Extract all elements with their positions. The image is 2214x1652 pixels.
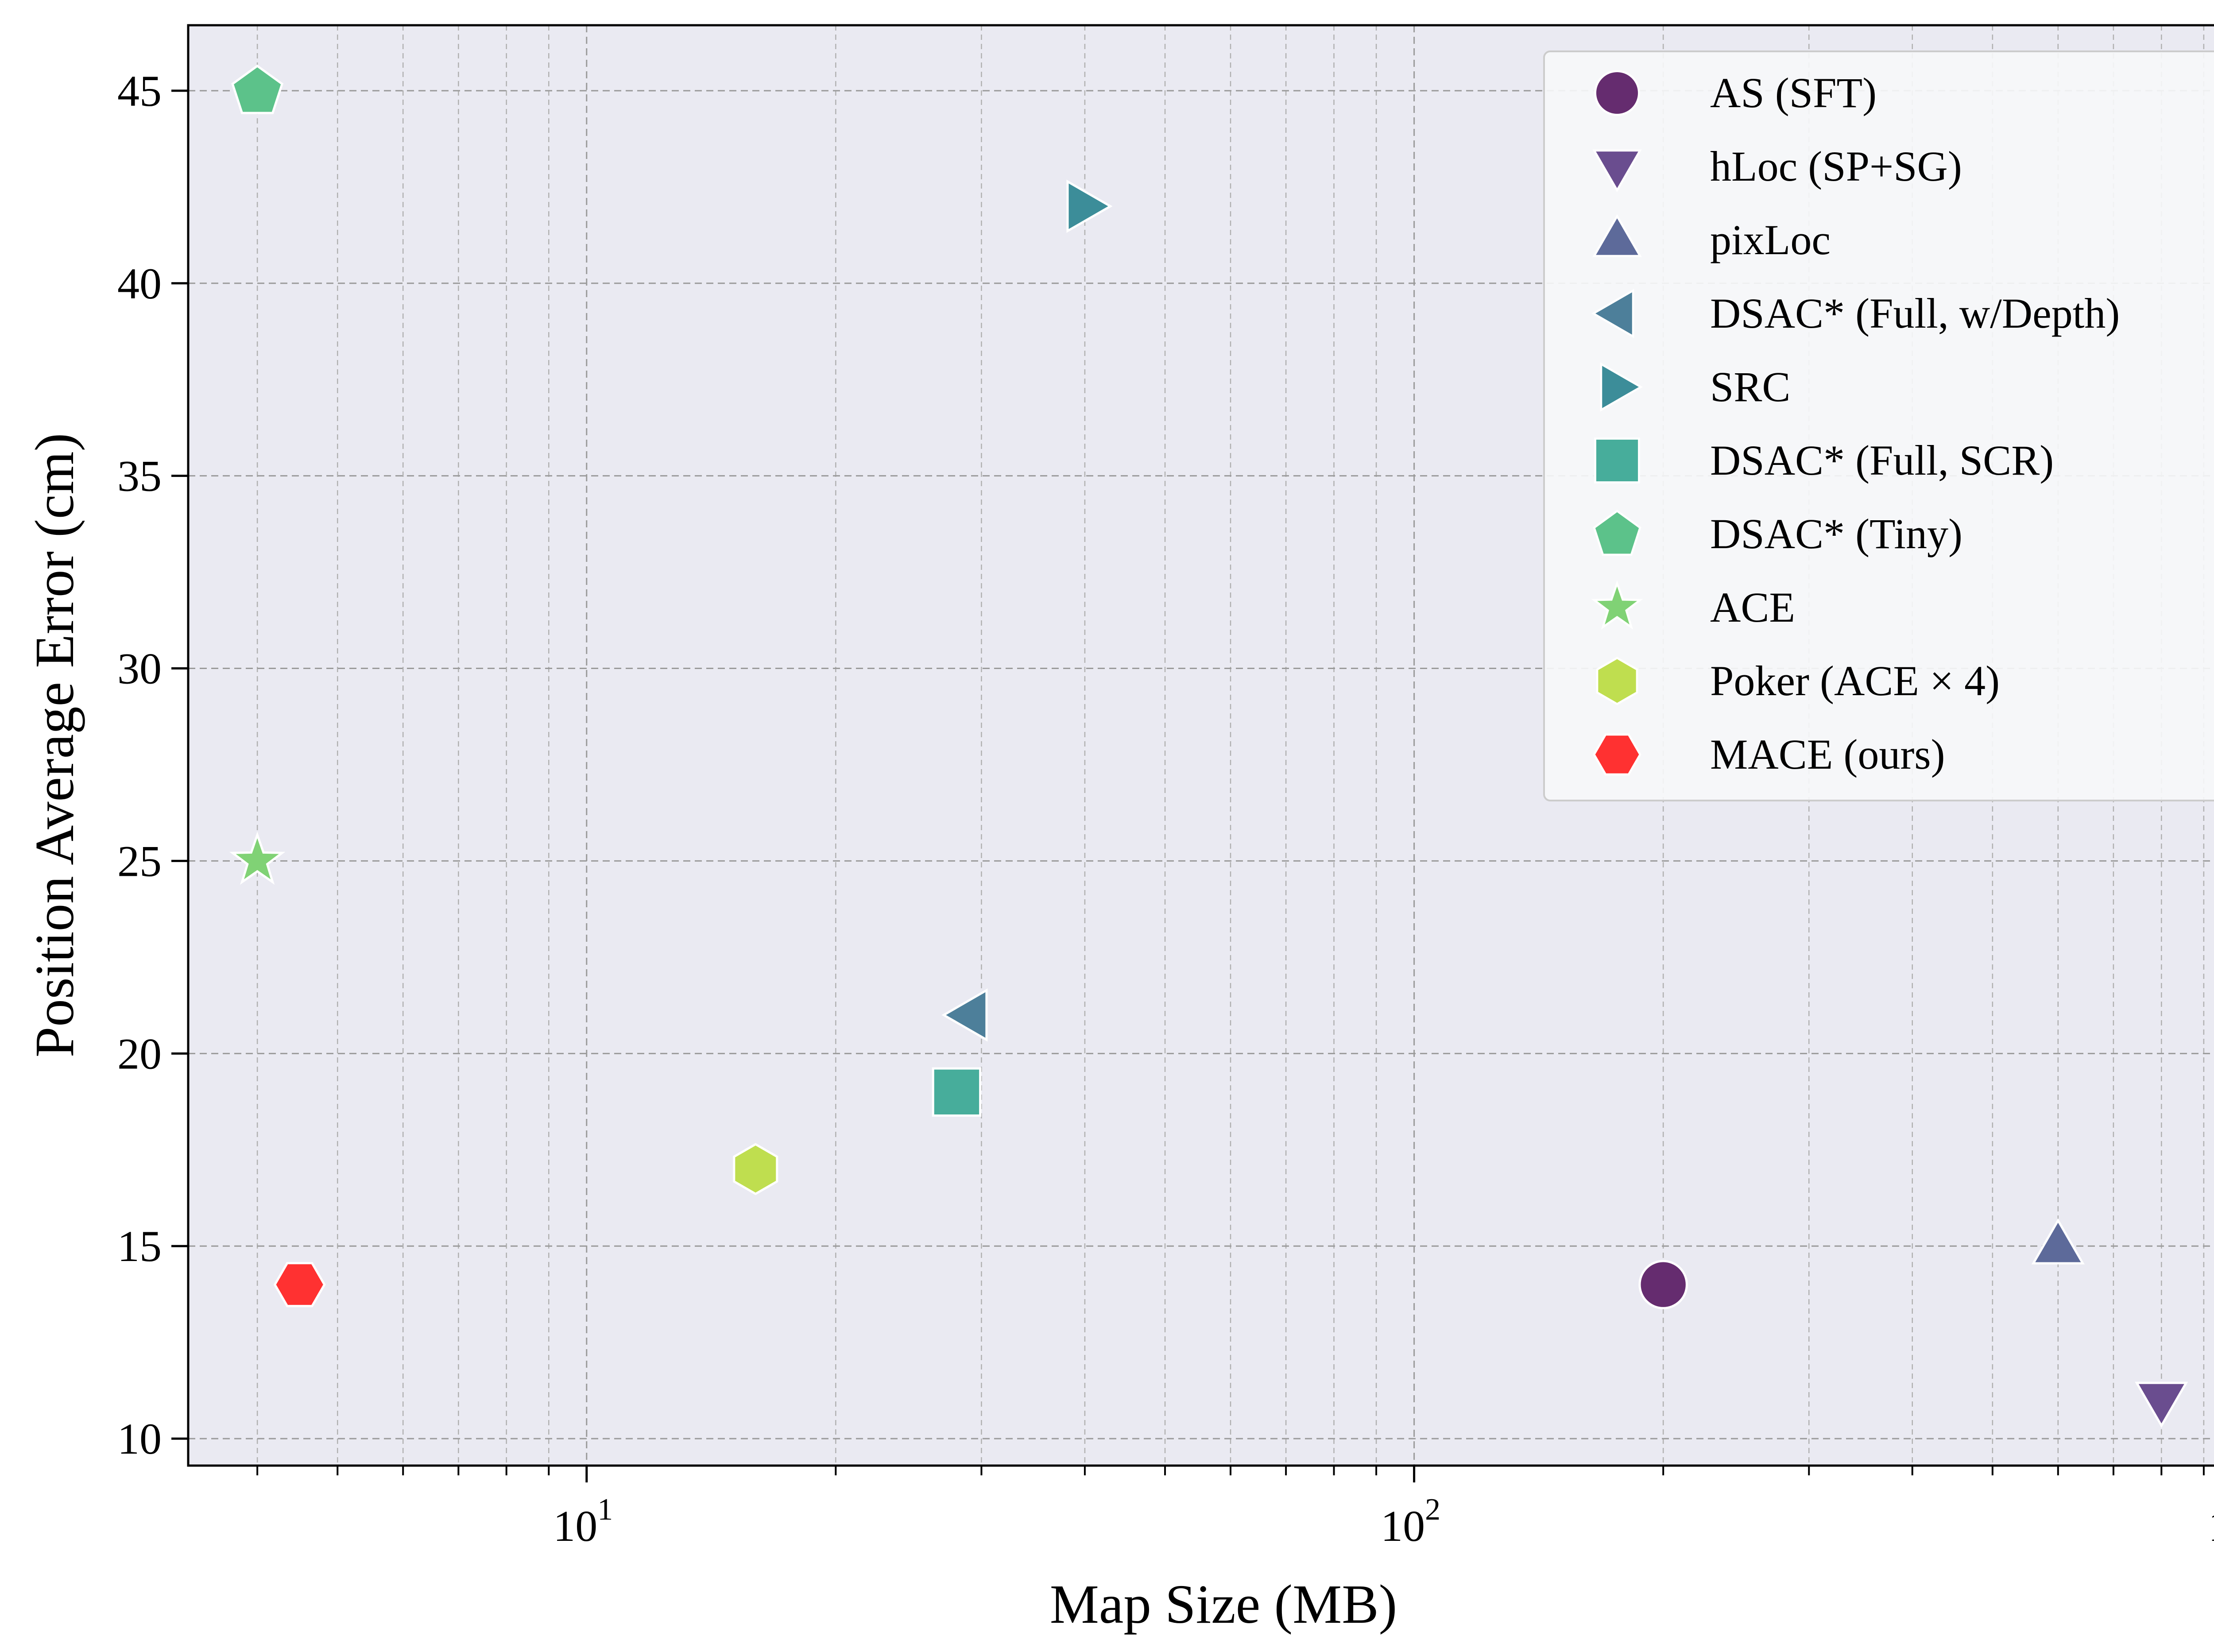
legend-label: SRC — [1710, 363, 1790, 410]
point-circle — [1638, 1260, 1688, 1309]
axes-frame — [187, 24, 2214, 1467]
legend-marker-hexagon-flat — [1593, 733, 1641, 776]
legend-marker-triangle-left — [1591, 289, 1634, 338]
x-axis: 101102103 — [256, 1466, 2214, 1551]
x-tick-label: 103 — [2208, 1493, 2214, 1551]
point-star — [229, 831, 286, 885]
legend-label: pixLoc — [1710, 216, 1831, 263]
legend-label: MACE (ours) — [1710, 731, 1945, 778]
legend-box — [1543, 50, 2214, 801]
point-square — [932, 1067, 982, 1117]
point-pentagon — [231, 64, 284, 114]
y-axis: 10 15 20 25 30 35 40 45 — [117, 66, 188, 1463]
y-tick-label: 35 — [117, 452, 162, 501]
x-tick-label-exponent: 2 — [1425, 1493, 1440, 1527]
x-tick-label-base: 10 — [2208, 1501, 2214, 1551]
y-tick-label: 15 — [117, 1222, 162, 1271]
y-axis-title: Position Average Error (cm) — [24, 433, 85, 1057]
legend-marker-triangle-right — [1600, 362, 1643, 412]
legend-marker-triangle-down — [1592, 149, 1642, 193]
point-hexagon — [733, 1143, 778, 1195]
legend-label: AS (SFT) — [1710, 69, 1877, 116]
y-tick-label: 20 — [117, 1029, 162, 1078]
y-tick-label: 40 — [117, 259, 162, 308]
point-triangle-down — [2135, 1381, 2188, 1428]
y-tick-label: 25 — [117, 836, 162, 886]
legend-label: Poker (ACE × 4) — [1710, 657, 2000, 704]
legend-label: DSAC* (Full, w/Depth) — [1710, 290, 2120, 337]
legend-label: DSAC* (Full, SCR) — [1710, 437, 2054, 484]
x-tick-label-base: 10 — [553, 1501, 597, 1551]
x-axis-title: Map Size (MB) — [1050, 1574, 1397, 1635]
point-triangle-up — [2031, 1218, 2085, 1265]
legend-label: ACE — [1710, 584, 1795, 631]
legend-marker-circle — [1594, 70, 1640, 116]
legend-label: hLoc (SP+SG) — [1710, 143, 1962, 190]
legend-marker-square — [1594, 437, 1640, 484]
legend: AS (SFT) hLoc (SP+SG) pixLoc DSAC* (Full, w… — [1543, 50, 2214, 801]
x-tick-label: 102 — [1381, 1493, 1440, 1551]
point-triangle-right — [1066, 179, 1113, 233]
scatter-points — [229, 64, 2188, 1428]
legend-marker-triangle-up — [1592, 214, 1642, 257]
point-hexagon-flat — [273, 1262, 326, 1308]
x-tick-label-base: 10 — [1381, 1501, 1425, 1551]
y-tick-label: 45 — [117, 66, 162, 116]
legend-marker-pentagon — [1593, 510, 1641, 556]
legend-marker-star — [1591, 580, 1643, 630]
y-tick-label: 30 — [117, 644, 162, 693]
y-tick-label: 10 — [117, 1414, 162, 1463]
legend-label: DSAC* (Tiny) — [1710, 510, 1962, 557]
point-triangle-left — [941, 988, 988, 1042]
x-tick-label-exponent: 1 — [597, 1493, 613, 1527]
x-tick-label: 101 — [553, 1493, 613, 1551]
legend-marker-hexagon — [1596, 657, 1638, 705]
